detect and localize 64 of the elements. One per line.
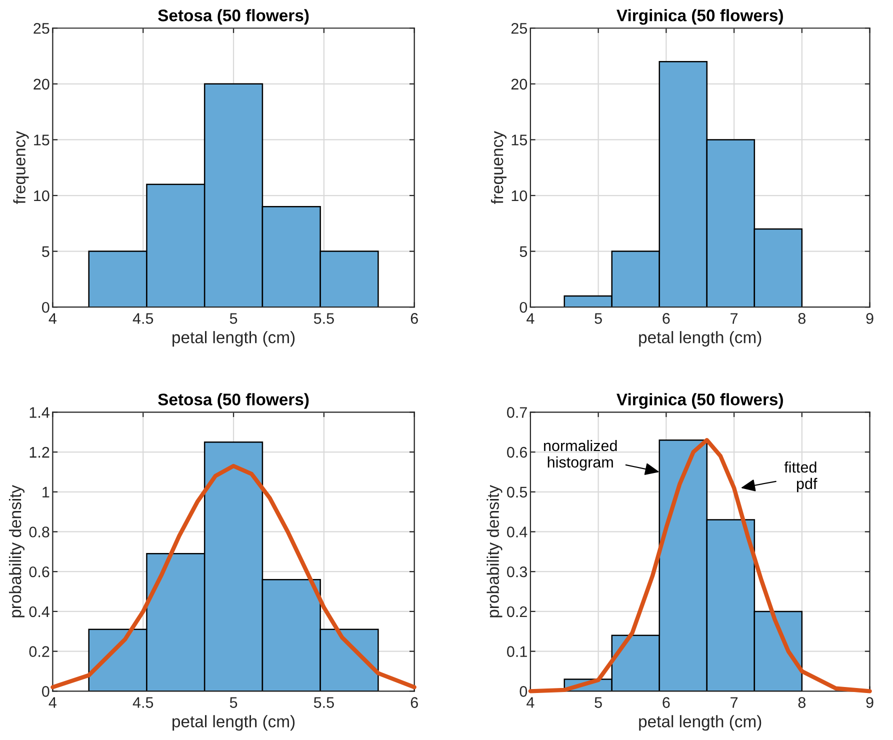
x-tick-label: 6 [662, 313, 670, 324]
y-tick-label: 0.4 [29, 606, 50, 618]
y-tick-label: 0.3 [507, 566, 527, 578]
x-axis-title: petal length (cm) [172, 331, 295, 347]
y-tick-label: 0 [42, 686, 50, 697]
x-tick-label: 5 [230, 697, 238, 708]
x-tick-label: 5 [230, 313, 238, 324]
chart-title: Setosa (50 flowers) [158, 9, 309, 25]
y-tick-label: 1.2 [30, 446, 50, 458]
y-tick-label: 0.8 [29, 526, 50, 538]
x-tick-label: 8 [798, 697, 806, 708]
x-axis-title: petal length (cm) [639, 331, 762, 347]
chart-title: Setosa (50 flowers) [158, 393, 309, 409]
x-tick-label: 9 [866, 697, 874, 708]
y-tick-label: 15 [512, 134, 528, 146]
y-tick-label: 10 [512, 190, 528, 202]
y-tick-label: 0.2 [29, 646, 50, 657]
y-axis-title: frequency [490, 131, 507, 204]
x-tick-label: 6 [410, 313, 418, 324]
y-tick-label: 0.6 [507, 446, 527, 458]
annotation: fitted pdf [784, 461, 818, 492]
y-tick-label: 25 [34, 22, 50, 34]
y-tick-label: 0.1 [507, 646, 527, 657]
y-tick-label: 25 [511, 22, 528, 34]
annotation: normalized histogram [544, 440, 617, 471]
x-tick-label: 4 [526, 697, 534, 708]
x-tick-label: 5 [594, 697, 602, 708]
x-tick-label: 4 [48, 313, 56, 324]
x-tick-label: 4.5 [132, 313, 154, 324]
y-tick-label: 1.4 [30, 407, 50, 418]
y-tick-label: 20 [34, 78, 50, 90]
y-tick-label: 0.5 [507, 486, 528, 498]
y-tick-label: 10 [34, 190, 50, 202]
x-tick-label: 4 [526, 313, 534, 324]
y-axis-title: frequency [13, 131, 29, 204]
x-tick-label: 7 [730, 697, 738, 708]
y-tick-label: 15 [34, 134, 50, 146]
x-tick-label: 6 [410, 697, 418, 708]
x-tick-label: 6 [662, 697, 670, 708]
x-tick-label: 8 [798, 313, 806, 324]
x-tick-label: 4 [48, 697, 56, 708]
y-tick-label: 0 [520, 686, 528, 697]
y-tick-label: 0.6 [29, 566, 50, 578]
x-tick-label: 4.5 [132, 697, 154, 708]
x-axis-title: petal length (cm) [639, 715, 762, 731]
x-tick-label: 9 [866, 313, 874, 324]
y-tick-label: 20 [511, 78, 528, 90]
y-tick-label: 0.7 [507, 407, 527, 418]
x-tick-label: 7 [730, 313, 738, 324]
y-tick-label: 5 [42, 246, 50, 257]
y-tick-label: 1 [42, 486, 50, 498]
chart-title: Virginica (50 flowers) [616, 393, 783, 409]
y-tick-label: 0.2 [507, 606, 527, 618]
y-tick-label: 0.4 [507, 526, 528, 538]
x-tick-label: 5.5 [314, 697, 334, 708]
x-tick-label: 5.5 [314, 313, 334, 324]
y-axis-title: probability density [8, 484, 25, 618]
y-tick-label: 5 [520, 246, 528, 257]
chart-title: Virginica (50 flowers) [616, 9, 783, 25]
y-tick-label: 0 [42, 302, 50, 313]
x-axis-title: petal length (cm) [172, 715, 295, 731]
y-axis-title: probability density [486, 484, 502, 618]
y-tick-label: 0 [520, 302, 528, 313]
x-tick-label: 5 [594, 313, 602, 324]
